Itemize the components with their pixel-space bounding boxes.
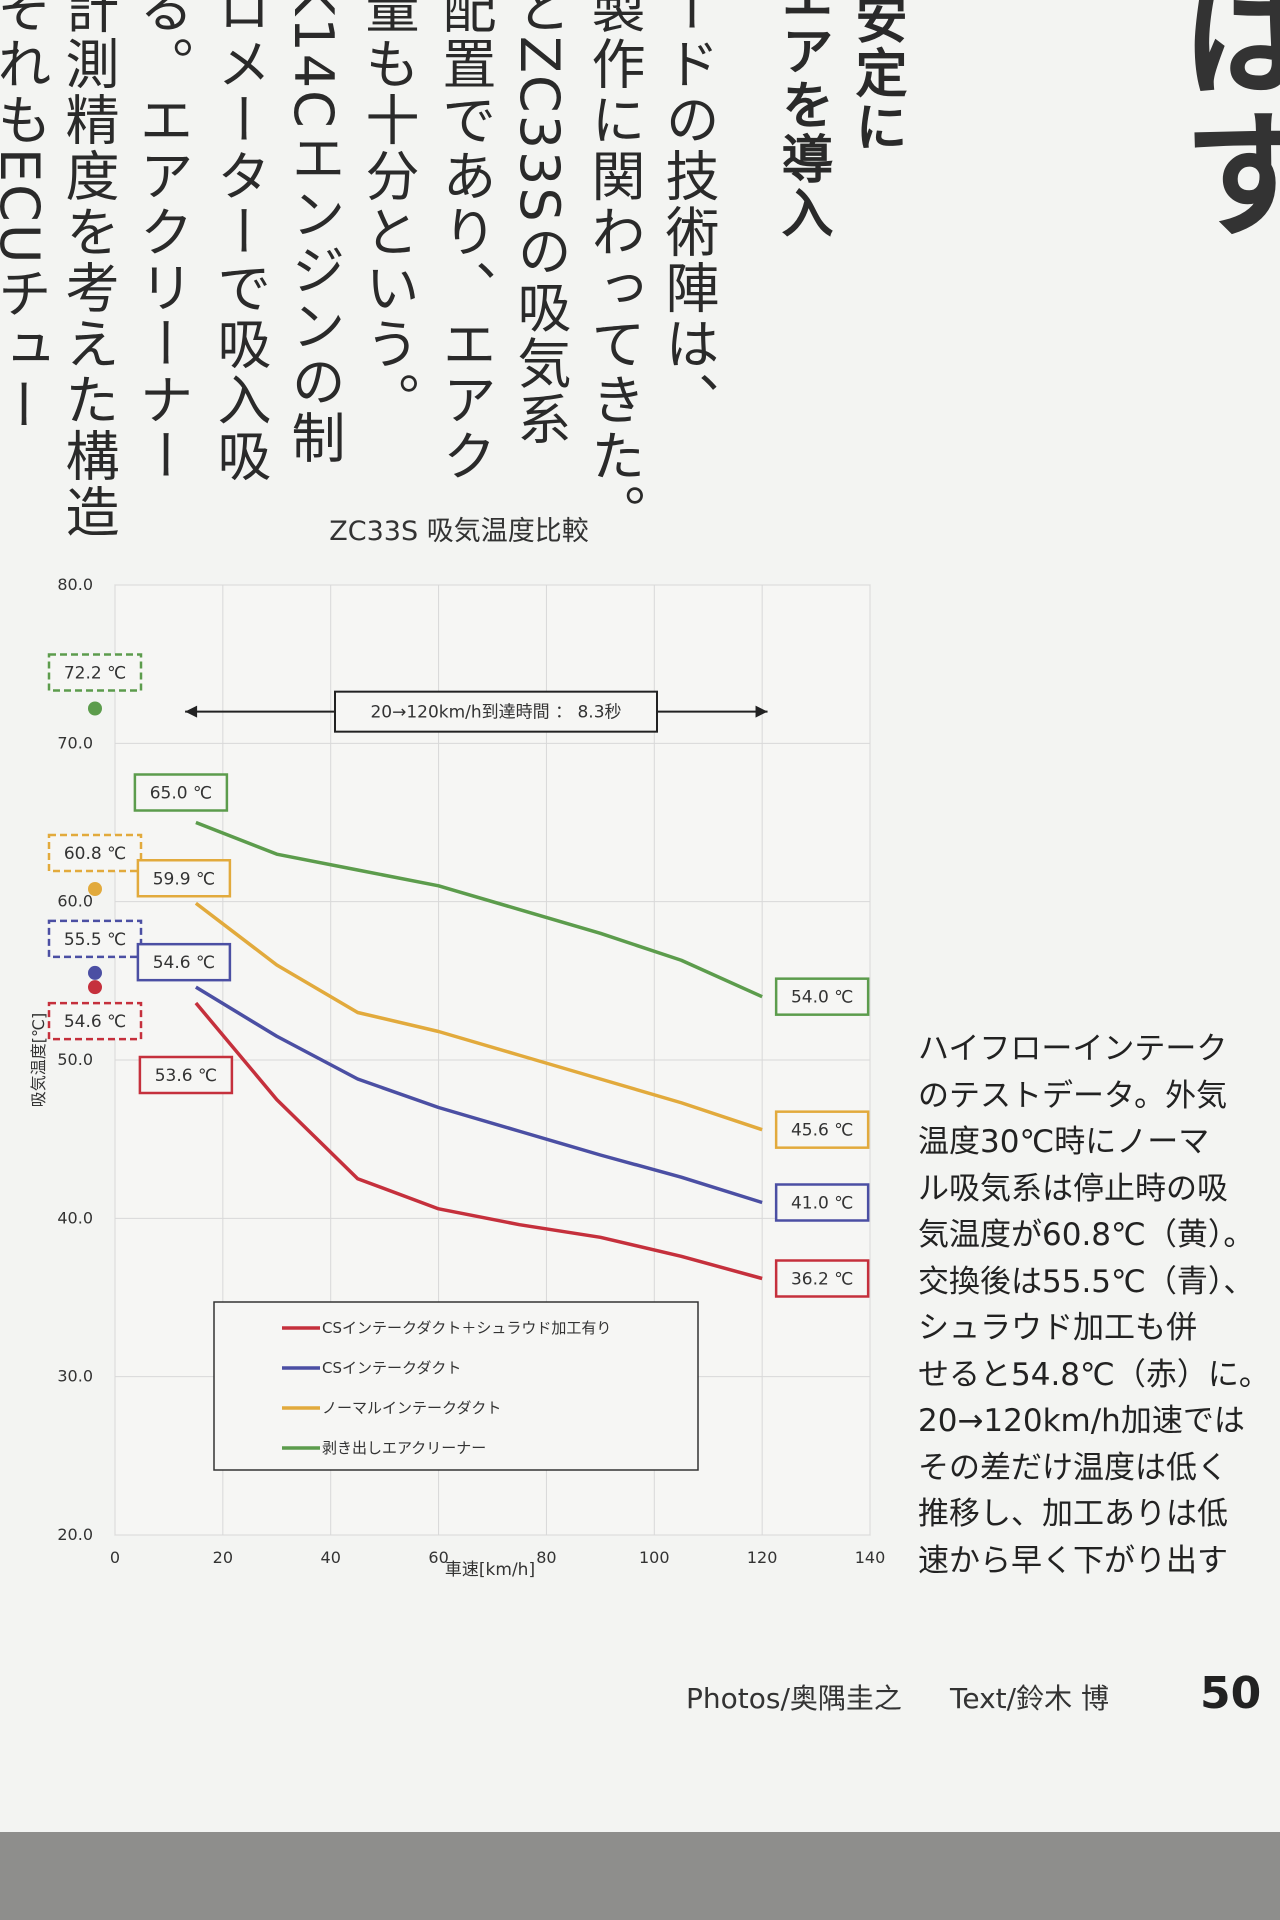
data-label: 55.5 ℃ (64, 930, 126, 950)
body-column: 配置であり、エアク (433, 0, 496, 484)
y-tick-label: 40.0 (57, 1208, 93, 1227)
caption-line: 速から早く下がり出す (918, 1542, 1228, 1579)
label-box (136, 859, 232, 898)
data-label: 41.0 ℃ (791, 1194, 853, 1214)
body-column: ードの技術陣は、 (656, 0, 719, 428)
headline: ばす (1159, 0, 1280, 244)
photo-credit: Photos/奥隅圭之 (686, 1682, 902, 1715)
caption-line: 温度30℃時にノーマ (918, 1124, 1210, 1160)
caption-line: 交換後は55.5℃（青）、 (918, 1263, 1255, 1300)
x-tick-label: 140 (855, 1548, 886, 1567)
chart: ZC33S 吸気温度比較 車速[km/h] 吸気温度[℃] 20.0 30.0 40… (29, 516, 886, 1580)
y-tick-label: 60.0 (57, 892, 93, 911)
body-column: ロメーターで吸入吸 (208, 0, 271, 484)
label-box (47, 1001, 143, 1041)
label-box (47, 653, 143, 692)
caption-line: ハイフローインテーク (918, 1031, 1228, 1067)
legend-label: 剥き出しエアクリーナー (322, 1439, 486, 1457)
data-label: 59.9 ℃ (153, 869, 215, 889)
series-line (194, 1001, 763, 1281)
x-tick-label: 120 (747, 1548, 778, 1567)
y-tick-label: 20.0 (57, 1525, 93, 1544)
body-column: K14Cエンジンの制 (282, 0, 345, 466)
label-box (774, 1259, 870, 1298)
data-label: 54.6 ℃ (64, 1012, 126, 1032)
series-line (194, 985, 763, 1205)
caption-line: 20→120km/h加速では (918, 1403, 1245, 1439)
label-box (133, 773, 229, 812)
annotation-text: 20→120km/h到達時間 ： 8.3秒 (370, 703, 621, 723)
x-tick-label: 60 (428, 1548, 448, 1567)
label-box (138, 1055, 234, 1095)
y-tick-label: 30.0 (57, 1367, 93, 1386)
caption-line: 気温度が60.8℃（黄）。 (918, 1217, 1255, 1253)
heading-line: 安定に (846, 0, 906, 154)
heading-line: エアを導入 (772, 0, 832, 240)
label-box (47, 833, 143, 873)
magazine-page: ばす 安定に エアを導入 ードの技術陣は、 製作に関わってきた。 とZC33Sの… (0, 0, 1280, 1719)
data-label: 45.6 ℃ (791, 1121, 853, 1141)
label-box (774, 977, 870, 1016)
label-box (136, 942, 232, 982)
body-column: 量も十分という。 (356, 0, 419, 428)
y-tick-label: 70.0 (57, 733, 93, 752)
caption-line: ル吸気系は停止時の吸 (918, 1170, 1228, 1207)
data-label: 65.0 ℃ (150, 784, 212, 804)
label-box (774, 1110, 870, 1149)
caption-line: せると54.8℃（赤）に。 (918, 1356, 1270, 1393)
data-label: 53.6 ℃ (155, 1066, 217, 1086)
y-tick-label: 50.0 (57, 1050, 93, 1069)
caption-line: のテストデータ。外気 (918, 1077, 1228, 1114)
start-point (88, 965, 102, 980)
chart-title: ZC33S 吸気温度比較 (329, 516, 588, 547)
body-column: それもECUチュー (0, 0, 51, 434)
y-axis-title: 吸気温度[℃] (29, 1013, 48, 1107)
x-tick-label: 0 (110, 1548, 120, 1567)
data-label: 72.2 ℃ (64, 664, 126, 684)
data-label: 60.8 ℃ (64, 844, 126, 864)
x-axis-title: 車速[km/h] (445, 1560, 535, 1580)
start-point (88, 701, 102, 716)
annotation-box (334, 690, 658, 733)
series-line (195, 820, 763, 999)
caption: ハイフローインテーク のテストデータ。外気 温度30℃時にノーマ ル吸気系は停止時の吸… (918, 1026, 1270, 1584)
label-box (774, 1183, 870, 1222)
legend-label: CSインテークダクト＋シュラウド加工有り (322, 1319, 611, 1337)
data-label: 36.2 ℃ (791, 1270, 853, 1290)
label-box (47, 919, 143, 959)
legend-label: CSインテークダクト (322, 1359, 461, 1377)
body-column: 製作に関わってきた。 (582, 0, 645, 540)
x-tick-label: 100 (639, 1548, 670, 1567)
caption-line: シュラウド加工も併 (918, 1310, 1197, 1346)
background-surface (0, 1832, 1280, 1920)
start-point (88, 882, 102, 896)
page-number: 50 (1200, 1668, 1262, 1719)
x-tick-label: 40 (321, 1548, 341, 1567)
caption-line: 推移し、加工ありは低 (918, 1496, 1228, 1532)
data-label: 54.6 ℃ (153, 953, 215, 973)
body-column: 計測精度を考えた構造 (56, 0, 119, 540)
legend-label: ノーマルインテークダクト (322, 1399, 501, 1417)
x-tick-label: 80 (536, 1548, 556, 1567)
series-line (194, 901, 763, 1132)
text-credit: Text/鈴木 博 (950, 1682, 1109, 1715)
y-tick-label: 80.0 (57, 575, 93, 594)
body-column: とZC33Sの吸気系 (508, 0, 571, 448)
caption-line: その差だけ温度は低く (918, 1449, 1228, 1486)
legend-box (213, 1301, 699, 1471)
x-tick-label: 20 (213, 1548, 233, 1567)
data-label: 54.0 ℃ (791, 988, 853, 1008)
start-point (88, 980, 102, 995)
body-column: る。エアクリーナー (130, 0, 193, 484)
